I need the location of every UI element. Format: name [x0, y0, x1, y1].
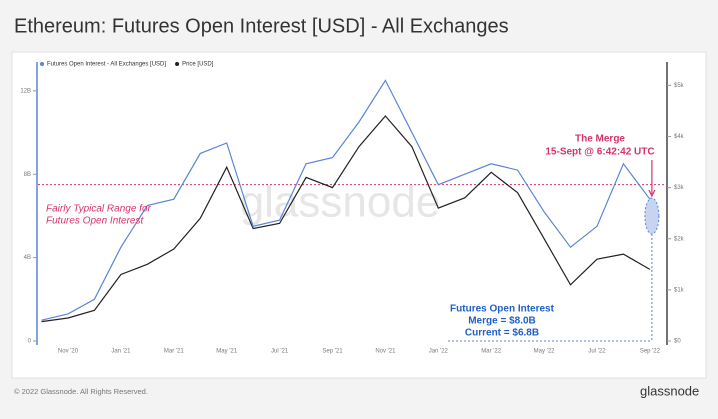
- annotation: Current = $6.8B: [465, 328, 539, 339]
- y2-tick-label: $0: [674, 339, 681, 345]
- watermark: glassnode: [240, 178, 441, 227]
- logo: glassnode: [640, 383, 699, 398]
- annotation: 15-Sept @ 6:42:42 UTC: [545, 147, 654, 158]
- y-tick-label: 4B: [24, 255, 31, 261]
- x-tick-label: Nov '21: [375, 349, 396, 355]
- annotation: The Merge: [575, 134, 625, 145]
- y2-tick-label: $5k: [674, 83, 685, 89]
- legend-label: Price [USD]: [182, 62, 214, 68]
- x-tick-label: Jul '22: [588, 349, 606, 355]
- x-tick-label: Jan '21: [111, 349, 131, 355]
- panel: [11, 51, 707, 379]
- series-line: [41, 115, 651, 323]
- annotations: Fairly Typical Range for Futures Open In…: [46, 134, 655, 339]
- y2-tick-label: $1k: [674, 287, 685, 293]
- series-line: [41, 79, 651, 321]
- legend-marker: [40, 62, 44, 66]
- x-tick-label: Nov '20: [58, 349, 79, 355]
- annotation: Futures Open Interest: [46, 216, 144, 227]
- x-tick-label: May '22: [534, 349, 555, 355]
- y2-tick-label: $2k: [674, 236, 685, 242]
- y2-tick-label: $4k: [674, 134, 685, 140]
- y-tick-label: 0: [28, 339, 32, 345]
- x-tick-label: Jan '22: [429, 349, 449, 355]
- annotation: Merge = $8.0B: [468, 316, 536, 327]
- merge-highlight: [644, 197, 660, 235]
- x-tick-label: Mar '21: [164, 349, 184, 355]
- x-tick-label: Mar '22: [481, 349, 501, 355]
- x-tick-label: Sep '21: [322, 349, 343, 355]
- y-tick-label: 8B: [24, 172, 31, 178]
- chart-title: Ethereum: Futures Open Interest [USD] - …: [14, 15, 509, 37]
- annotation: Futures Open Interest: [450, 304, 555, 315]
- x-tick-label: May '21: [216, 349, 237, 355]
- legend-label: Futures Open Interest - All Exchanges [U…: [47, 62, 166, 68]
- merge-arrow: [648, 160, 656, 198]
- x-tick-label: Jul '21: [271, 349, 289, 355]
- footer: © 2022 Glassnode. All Rights Reserved.: [14, 387, 148, 396]
- x-tick-label: Sep '22: [640, 349, 661, 355]
- legend-marker: [175, 62, 180, 66]
- y2-tick-label: $3k: [674, 185, 685, 191]
- annotation: Fairly Typical Range for: [46, 204, 152, 215]
- y-tick-label: 12B: [20, 88, 31, 94]
